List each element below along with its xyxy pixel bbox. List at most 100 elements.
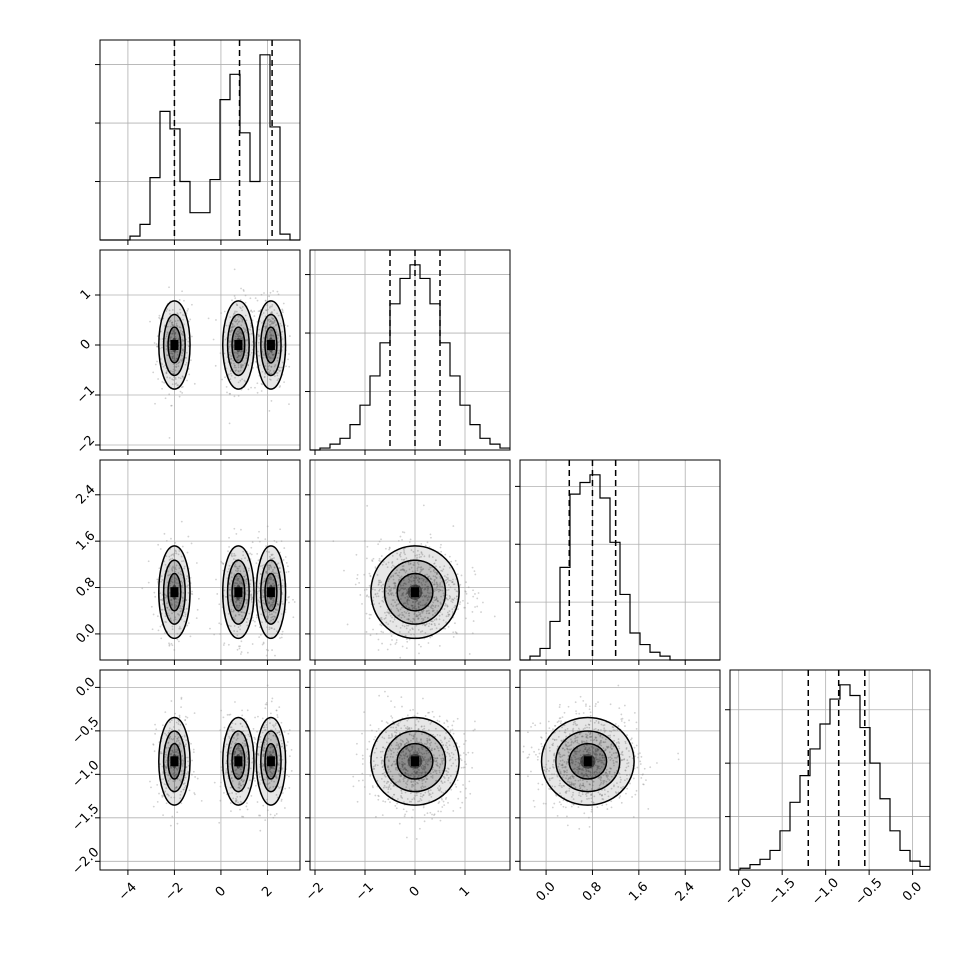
sample-point	[151, 628, 154, 631]
contour-level-2	[231, 326, 246, 364]
sample-point	[164, 769, 167, 771]
sample-point	[237, 330, 239, 333]
sample-point	[456, 717, 459, 720]
sample-point	[418, 652, 420, 655]
contour-level-0	[255, 545, 287, 640]
sample-point	[276, 312, 279, 315]
sample-point	[272, 725, 275, 728]
sample-point	[415, 754, 417, 757]
sample-point	[171, 728, 173, 731]
sample-point	[275, 541, 278, 544]
sample-point	[230, 326, 233, 329]
sample-point	[410, 745, 413, 747]
sample-point	[168, 737, 170, 740]
sample-point	[271, 745, 274, 748]
sample-point	[269, 291, 272, 294]
sample-point	[233, 630, 236, 632]
sample-point	[171, 557, 174, 560]
sample-point	[392, 587, 395, 590]
sample-point	[430, 795, 433, 798]
sample-point	[246, 338, 249, 341]
sample-point	[243, 330, 246, 333]
sample-point	[237, 579, 240, 582]
sample-point	[257, 559, 260, 562]
sample-point	[266, 325, 269, 327]
sample-point	[238, 645, 240, 648]
sample-point	[433, 619, 436, 621]
sample-point	[179, 573, 182, 576]
sample-point	[186, 309, 189, 312]
sample-point	[427, 763, 429, 766]
sample-point	[257, 754, 260, 757]
sample-point	[419, 795, 422, 798]
sample-point	[439, 763, 442, 765]
sample-point	[426, 763, 429, 766]
sample-point	[183, 786, 186, 789]
sample-point	[164, 337, 167, 340]
sample-point	[258, 776, 261, 778]
sample-point	[235, 303, 238, 306]
sample-point	[374, 593, 377, 596]
sample-point	[472, 620, 475, 622]
sample-point	[192, 751, 195, 754]
sample-point	[397, 610, 400, 612]
sample-point	[396, 569, 398, 572]
sample-point	[413, 619, 416, 622]
sample-point	[225, 743, 228, 746]
sample-point	[162, 603, 164, 605]
sample-point	[239, 298, 242, 301]
sample-point	[171, 625, 174, 628]
sample-point	[420, 610, 423, 613]
panel-2-2	[515, 459, 721, 665]
sample-point	[414, 575, 417, 578]
sample-point	[250, 594, 252, 597]
sample-point	[446, 720, 449, 723]
sample-point	[424, 632, 427, 634]
sample-point	[372, 557, 375, 560]
sample-point	[160, 575, 163, 578]
sample-point	[272, 572, 275, 575]
sample-point	[436, 764, 438, 767]
sample-point	[172, 372, 175, 375]
sample-point	[185, 723, 187, 726]
sample-point	[228, 536, 230, 539]
sample-point	[237, 577, 240, 580]
sample-point	[421, 630, 424, 633]
sample-point	[164, 594, 167, 597]
sample-point	[273, 319, 276, 322]
scatter-points	[149, 268, 291, 439]
sample-point	[282, 559, 285, 561]
sample-point	[251, 601, 253, 603]
sample-point	[235, 605, 238, 608]
sample-point	[154, 402, 156, 405]
density-peak	[234, 756, 243, 767]
sample-point	[245, 349, 247, 352]
sample-point	[245, 755, 248, 758]
sample-point	[269, 746, 272, 749]
sample-point	[403, 558, 406, 561]
sample-point	[285, 598, 288, 601]
sample-point	[438, 800, 441, 803]
sample-point	[177, 723, 180, 725]
sample-point	[223, 589, 226, 592]
sample-point	[267, 577, 270, 580]
sample-point	[259, 814, 261, 817]
sample-point	[260, 390, 263, 392]
sample-point	[395, 807, 398, 810]
sample-point	[269, 604, 272, 607]
sample-point	[214, 364, 217, 367]
sample-point	[422, 504, 425, 507]
sample-point	[242, 780, 245, 783]
sample-point	[169, 319, 172, 322]
sample-point	[419, 571, 421, 574]
sample-point	[372, 596, 375, 599]
sample-point	[382, 786, 385, 789]
panel-2-0: 0.00.81.62.4	[73, 459, 301, 665]
sample-point	[393, 581, 396, 584]
sample-point	[364, 540, 366, 542]
sample-point	[267, 649, 269, 652]
sample-point	[233, 582, 236, 584]
sample-point	[175, 773, 178, 776]
sample-point	[235, 332, 238, 335]
sample-point	[236, 352, 238, 354]
